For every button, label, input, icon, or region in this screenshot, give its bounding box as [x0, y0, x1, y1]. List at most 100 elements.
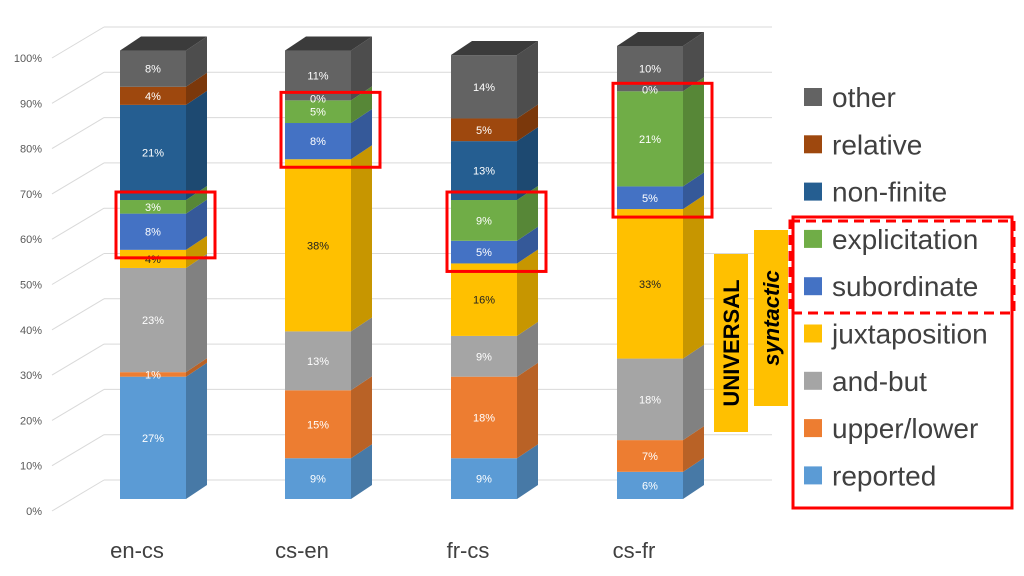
bar-segment-side-non-finite — [186, 90, 207, 201]
bar-segment-and-but — [285, 331, 351, 391]
bar-segment-side-juxtaposition — [683, 195, 704, 359]
y-tick-label: 90% — [20, 98, 42, 110]
data-label-juxtaposition: 33% — [639, 279, 661, 291]
data-label-upper/lower: 1% — [145, 369, 161, 381]
legend-label: explicitation — [832, 224, 978, 255]
bars: 27% 1% 23% 4% 8% 3% 21% 4% 8% 9% 15% 13% 38% 8% 5% 11% 0… — [120, 32, 704, 499]
data-label-juxtaposition: 16% — [473, 295, 495, 307]
data-label-and-but: 9% — [476, 351, 492, 363]
y-tick-label: 10% — [20, 461, 42, 473]
legend-label: and-but — [832, 366, 927, 397]
bar-segment-other — [451, 55, 517, 119]
data-label-explicitation: 21% — [639, 134, 661, 146]
data-label-subordinate: 5% — [476, 247, 492, 259]
bar-segment-reported — [285, 458, 351, 499]
bar-segment-side-explicitation — [683, 77, 704, 187]
bar-segment-side-and-but — [683, 344, 704, 441]
highlight-box-en-cs — [114, 190, 217, 260]
data-label-upper/lower: 7% — [642, 451, 658, 463]
bar-segment-side-subordinate — [351, 109, 372, 160]
data-label-other: 14% — [473, 82, 495, 94]
bar-segment-juxtaposition — [617, 209, 683, 359]
bar-segment-side-subordinate — [683, 172, 704, 210]
data-label-explicitation: 3% — [145, 202, 161, 214]
legend-swatch — [804, 88, 822, 106]
bar-segment-explicitation — [451, 200, 517, 241]
category-label: fr-cs — [447, 538, 490, 563]
bar-top — [451, 41, 538, 56]
bar-segment-and-but — [120, 267, 186, 373]
legend-item-and-but: and-but — [804, 366, 927, 397]
legend-label: reported — [832, 460, 936, 491]
highlight-box-fr-cs — [445, 190, 548, 273]
data-label-explicitation: 9% — [476, 215, 492, 227]
bar-segment-side-relative — [517, 104, 538, 142]
bar-segment-non-finite — [451, 141, 517, 201]
y-tick-label: 30% — [20, 370, 42, 382]
bar-top — [285, 36, 372, 51]
bar-segment-subordinate — [120, 213, 186, 250]
legend-swatch — [804, 371, 822, 390]
bar-segment-side-upper/lower — [186, 358, 207, 377]
annotation-bands: UNIVERSAL syntactic — [714, 230, 788, 432]
bar-segment-other — [120, 50, 186, 87]
grid-line-side — [51, 479, 105, 512]
bar-segment-and-but — [451, 335, 517, 377]
data-label-and-but: 13% — [307, 356, 329, 368]
data-label-reported: 6% — [642, 480, 658, 492]
bar-segment-explicitation — [120, 200, 186, 214]
category-label: cs-fr — [613, 538, 656, 563]
bar-segment-side-subordinate — [186, 199, 207, 250]
bar-segment-side-explicitation — [351, 86, 372, 124]
data-label-reported: 9% — [310, 474, 326, 486]
data-label-upper/lower: 18% — [473, 412, 495, 424]
highlight-boxes — [114, 81, 714, 273]
bar-segment-relative — [120, 86, 186, 105]
bar-cs-en: 9% 15% 13% 38% 8% 5% 11% 0% — [285, 36, 372, 499]
bar-segment-side-reported — [683, 457, 704, 499]
bar-segment-side-reported — [351, 444, 372, 499]
legend-label: upper/lower — [832, 413, 978, 444]
y-tick-label: 20% — [20, 415, 42, 427]
bar-top — [617, 32, 704, 46]
bar-en-cs: 27% 1% 23% 4% 8% 3% 21% 4% 8% — [120, 36, 207, 499]
data-label-upper/lower: 15% — [307, 419, 329, 431]
data-label-subordinate: 8% — [310, 136, 326, 148]
bar-segment-side-juxtaposition — [517, 249, 538, 336]
legend-swatch — [804, 229, 822, 248]
legend-swatch — [804, 324, 822, 343]
legend-item-upper/lower: upper/lower — [804, 413, 978, 444]
legend-item-relative: relative — [804, 129, 922, 160]
grid-line-side — [51, 207, 105, 240]
bar-segment-side-non-finite — [517, 127, 538, 201]
annotation-band — [754, 230, 788, 406]
grid-line-side — [51, 71, 105, 104]
data-label-juxtaposition: 38% — [307, 240, 329, 252]
y-tick-label: 0% — [26, 506, 42, 518]
bar-segment-side-explicitation — [517, 186, 538, 241]
bar-segment-subordinate — [451, 240, 517, 264]
data-label-subordinate: 5% — [642, 193, 658, 205]
bar-segment-relative — [451, 118, 517, 142]
bar-segment-side-upper/lower — [517, 362, 538, 459]
bar-segment-side-reported — [186, 362, 207, 499]
bar-segment-juxtaposition — [285, 159, 351, 332]
legend-swatch — [804, 182, 822, 201]
y-tick-label: 60% — [20, 234, 42, 246]
grid-line-side — [51, 434, 105, 467]
bar-segment-side-and-but — [186, 253, 207, 373]
legend-item-non-finite: non-finite — [804, 177, 947, 208]
annotation-text: syntactic — [759, 270, 784, 365]
bar-segment-reported — [451, 458, 517, 499]
bar-segment-side-relative — [186, 72, 207, 105]
highlight-box-cs-en — [279, 90, 382, 169]
data-label-zero: 0% — [642, 84, 658, 96]
bar-top — [120, 36, 207, 51]
legend-label: subordinate — [832, 271, 978, 302]
bar-segment-upper/lower — [617, 440, 683, 472]
y-tick-label: 70% — [20, 189, 42, 201]
bar-segment-side-other — [186, 36, 207, 87]
legend-label: other — [832, 82, 896, 113]
grid-line-side — [51, 343, 105, 376]
